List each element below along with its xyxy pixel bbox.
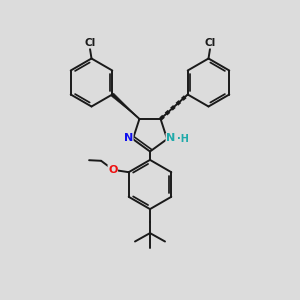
Text: O: O: [108, 165, 118, 175]
Text: N: N: [166, 134, 175, 143]
Text: Cl: Cl: [204, 38, 216, 48]
Polygon shape: [111, 93, 140, 119]
Text: Cl: Cl: [84, 38, 96, 48]
Text: N: N: [124, 133, 133, 142]
Text: ·H: ·H: [177, 134, 189, 144]
